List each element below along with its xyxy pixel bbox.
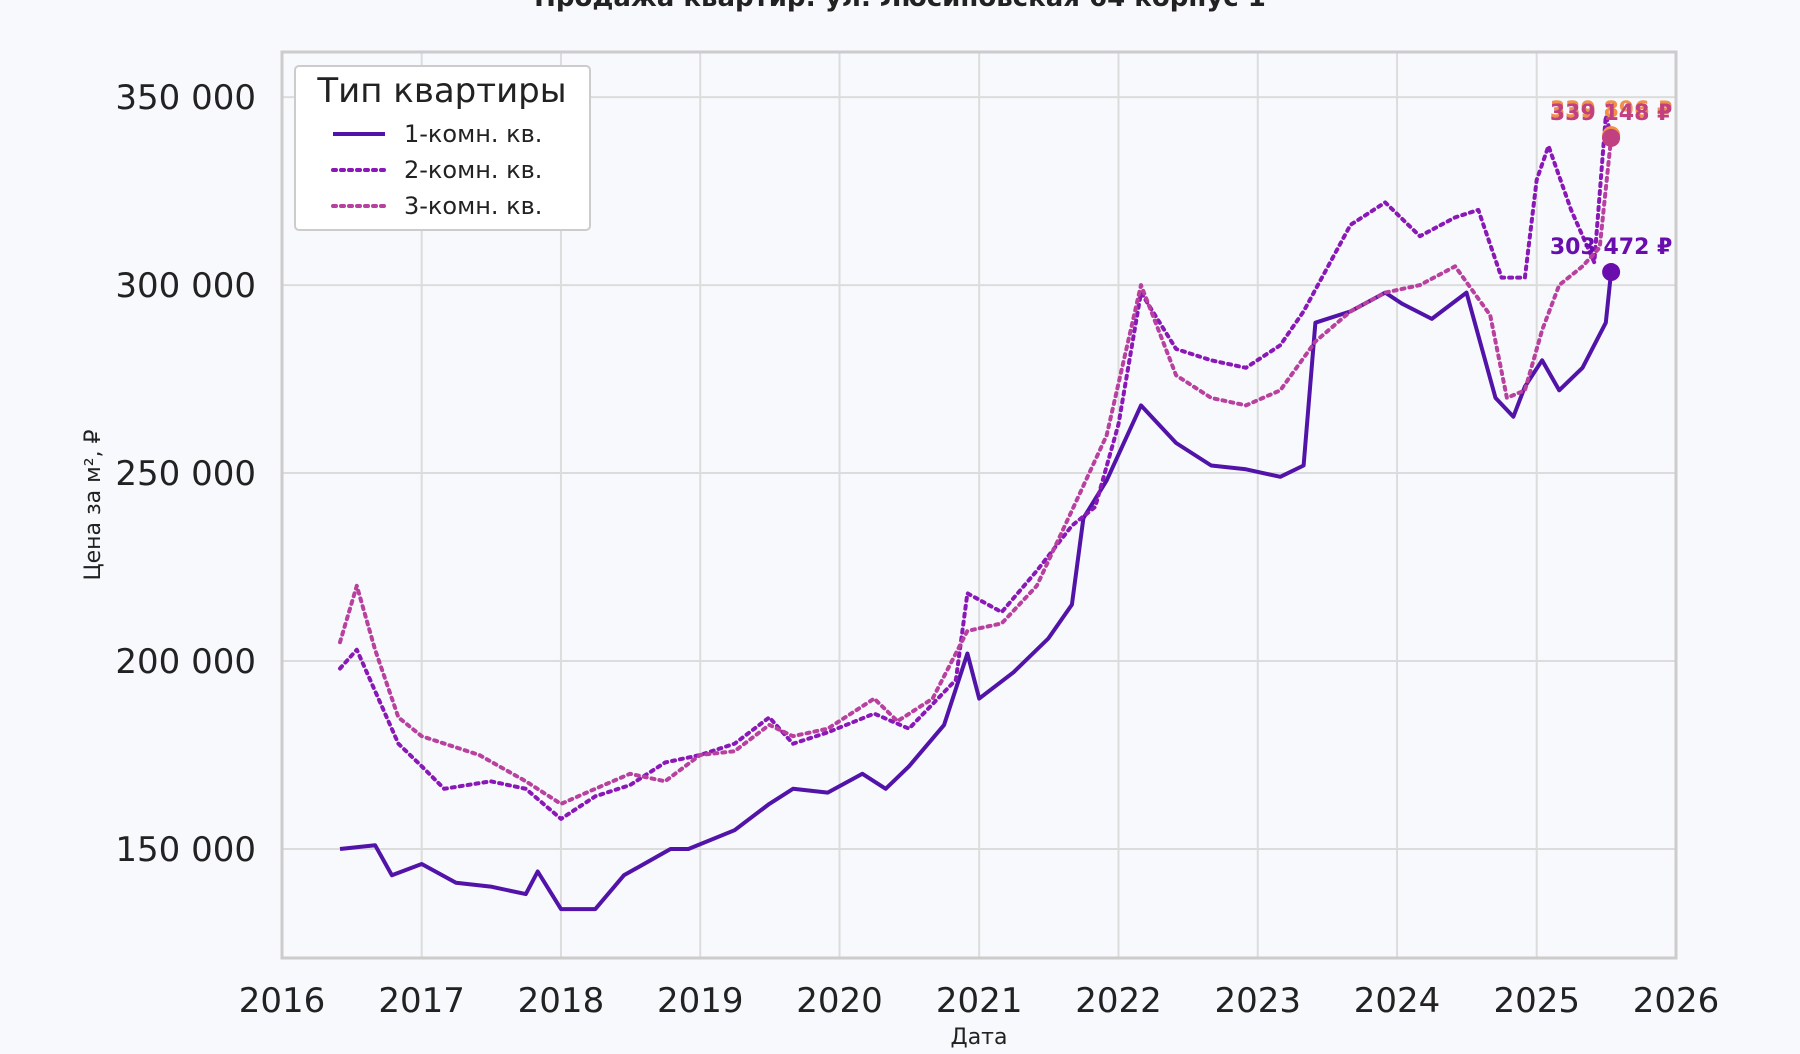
x-tick-label: 2017 (378, 981, 465, 1021)
y-tick-label: 200 000 (115, 642, 256, 682)
end-marker-1 (1602, 263, 1621, 282)
legend-title: Тип квартиры (316, 71, 566, 111)
x-tick-label: 2025 (1493, 981, 1580, 1021)
plot-frame (280, 50, 1678, 960)
y-tick-label: 350 000 (115, 78, 256, 118)
legend-box (294, 65, 591, 231)
x-tick-label: 2023 (1214, 981, 1301, 1021)
y-tick-label: 150 000 (115, 830, 256, 870)
x-tick-label: 2021 (936, 981, 1023, 1021)
end-markers: 303 472 ₽ 339 896 ₽339 148 ₽ (1550, 98, 1672, 282)
chart-title: Продажа квартир: ул. Люсиновская 64 корп… (534, 0, 1266, 13)
end-value-label-2: 339 896 ₽ (1550, 98, 1672, 123)
y-axis-label: Цена за м², ₽ (81, 429, 106, 580)
x-tick-label: 2022 (1075, 981, 1162, 1021)
x-tick-label: 2019 (657, 981, 744, 1021)
series-lines (338, 113, 1614, 912)
end-value-label-1: 303 472 ₽ (1550, 235, 1672, 260)
series-line-3 (338, 135, 1614, 806)
end-marker-3 (1602, 128, 1621, 147)
x-tick-label: 2016 (239, 981, 326, 1021)
series-line-2 (338, 113, 1614, 821)
x-tick-label: 2026 (1633, 981, 1720, 1021)
y-tick-label: 300 000 (115, 266, 256, 306)
legend: Тип квартиры 1-комн. кв. 2-комн. кв. 3-ком… (294, 65, 591, 231)
series-line-1 (339, 271, 1614, 912)
y-tick-label: 250 000 (115, 454, 256, 494)
x-axis-label: Дата (951, 1025, 1008, 1050)
end-value-label-3: 339 148 ₽ (1550, 101, 1672, 126)
legend-label-2: 2-комн. кв. (404, 156, 542, 184)
legend-label-1: 1-комн. кв. (404, 120, 542, 148)
y-tick-labels: 150 000 200 000 250 000 300 000 350 000 (115, 78, 256, 870)
legend-label-3: 3-комн. кв. (404, 192, 542, 220)
x-tick-label: 2018 (518, 981, 605, 1021)
x-tick-label: 2024 (1354, 981, 1441, 1021)
x-tick-labels: 2016 2017 2018 2019 2020 2021 2022 2023 2024 2025… (239, 981, 1720, 1021)
x-tick-label: 2020 (796, 981, 883, 1021)
